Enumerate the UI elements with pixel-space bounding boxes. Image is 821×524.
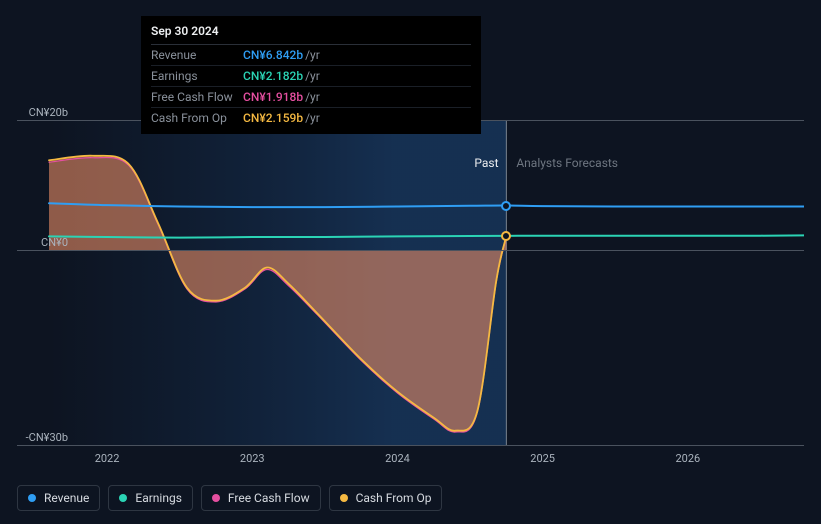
tooltip-row-label: Earnings: [151, 69, 243, 83]
legend-item-label: Cash From Op: [356, 491, 432, 505]
tooltip: Sep 30 2024 RevenueCN¥6.842b /yrEarnings…: [141, 16, 481, 134]
tooltip-row-unit: /yr: [305, 69, 320, 83]
past-section-label: Past: [474, 156, 498, 170]
legend-item-label: Revenue: [44, 491, 89, 505]
tooltip-row-value: CN¥2.182b: [243, 69, 303, 83]
legend-item-label: Free Cash Flow: [228, 491, 310, 505]
revenue-dot-icon: [28, 494, 36, 502]
legend-item-revenue[interactable]: Revenue: [17, 485, 100, 511]
cashop-dot-icon: [340, 494, 348, 502]
y-axis-label: -CN¥30b: [23, 431, 68, 444]
fcf-dot-icon: [212, 494, 220, 502]
y-axis-label: CN¥20b: [23, 106, 68, 119]
legend-item-label: Earnings: [135, 491, 182, 505]
x-axis-label: 2024: [377, 452, 417, 465]
tooltip-row-unit: /yr: [305, 48, 320, 62]
tooltip-row: EarningsCN¥2.182b /yr: [151, 66, 471, 87]
chart-area: CN¥20bCN¥0-CN¥30b: [17, 120, 804, 445]
legend-item-cashop[interactable]: Cash From Op: [329, 485, 443, 511]
tooltip-row-value: CN¥2.159b: [243, 111, 303, 125]
tooltip-row: Free Cash FlowCN¥1.918b /yr: [151, 87, 471, 108]
tooltip-row-unit: /yr: [305, 90, 320, 104]
y-axis-label: CN¥0: [23, 236, 68, 249]
chart-svg: [17, 120, 804, 445]
x-axis-label: 2025: [523, 452, 563, 465]
tooltip-title: Sep 30 2024: [151, 24, 471, 45]
tooltip-row-unit: /yr: [305, 111, 320, 125]
tooltip-row: Cash From OpCN¥2.159b /yr: [151, 108, 471, 128]
forecast-section-label: Analysts Forecasts: [516, 156, 618, 170]
tooltip-row-label: Free Cash Flow: [151, 90, 243, 104]
legend-item-earnings[interactable]: Earnings: [108, 485, 193, 511]
legend: Revenue Earnings Free Cash Flow Cash From O…: [17, 485, 442, 511]
gridline: [17, 250, 804, 251]
legend-item-fcf[interactable]: Free Cash Flow: [201, 485, 321, 511]
gridline: [17, 445, 804, 446]
x-axis-label: 2023: [232, 452, 272, 465]
revenue-marker: [501, 201, 511, 211]
tooltip-row-label: Revenue: [151, 48, 243, 62]
tooltip-row: RevenueCN¥6.842b /yr: [151, 45, 471, 66]
x-axis-label: 2022: [87, 452, 127, 465]
x-axis-label: 2026: [668, 452, 708, 465]
tooltip-row-label: Cash From Op: [151, 111, 243, 125]
tooltip-row-value: CN¥1.918b: [243, 90, 303, 104]
earnings-dot-icon: [119, 494, 127, 502]
tooltip-row-value: CN¥6.842b: [243, 48, 303, 62]
